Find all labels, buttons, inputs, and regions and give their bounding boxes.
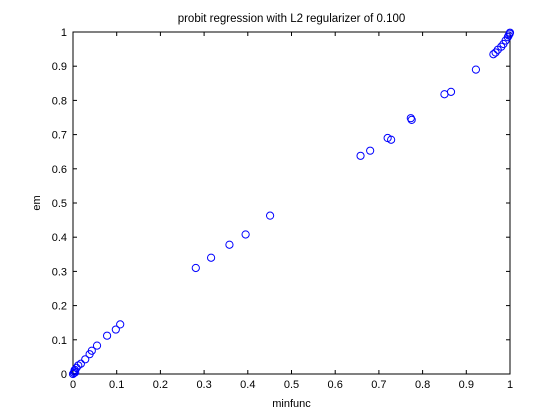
y-tick-label: 0 <box>61 369 67 381</box>
x-tick-label: 0.6 <box>328 379 343 391</box>
x-tick-label: 0.9 <box>459 379 474 391</box>
x-tick-label: 1 <box>507 379 513 391</box>
y-tick-label: 0.7 <box>52 130 67 142</box>
y-tick-label: 0.9 <box>52 61 67 73</box>
x-axis-label: minfunc <box>272 398 311 410</box>
y-tick-label: 0.5 <box>52 198 67 210</box>
x-tick-label: 0.3 <box>196 379 211 391</box>
chart-title: probit regression with L2 regularizer of… <box>178 13 406 25</box>
y-tick-label: 0.3 <box>52 266 67 278</box>
x-tick-label: 0.7 <box>371 379 386 391</box>
x-tick-label: 0 <box>70 379 76 391</box>
y-tick-label: 0.4 <box>52 232 67 244</box>
x-tick-label: 0.1 <box>109 379 124 391</box>
plot-area <box>73 32 510 374</box>
y-tick-label: 0.6 <box>52 164 67 176</box>
x-tick-label: 0.2 <box>153 379 168 391</box>
x-tick-label: 0.5 <box>284 379 299 391</box>
x-tick-label: 0.8 <box>415 379 430 391</box>
y-tick-label: 0.1 <box>52 335 67 347</box>
y-tick-label: 1 <box>61 27 67 39</box>
y-tick-label: 0.8 <box>52 95 67 107</box>
y-tick-label: 0.2 <box>52 301 67 313</box>
y-axis-label: em <box>31 195 43 210</box>
x-tick-label: 0.4 <box>240 379 255 391</box>
